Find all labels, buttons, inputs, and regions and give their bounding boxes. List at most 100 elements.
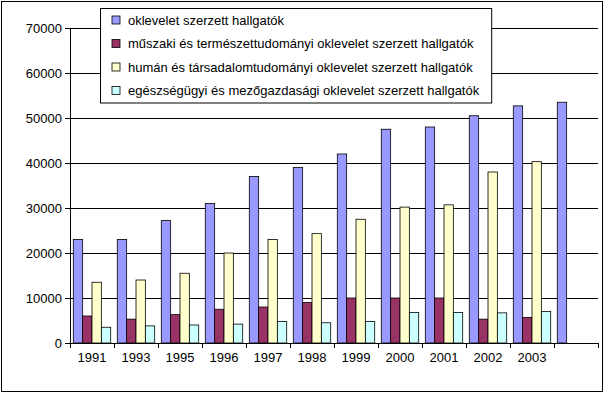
bar [469, 116, 478, 343]
x-tick-label: 1999 [342, 350, 371, 365]
y-tick: 70000 [26, 21, 70, 36]
y-tick-mark [65, 163, 70, 164]
bar [479, 319, 488, 343]
y-tick-label: 40000 [26, 156, 62, 171]
bar [557, 102, 566, 343]
y-tick-label: 70000 [26, 21, 62, 36]
bar [136, 280, 145, 343]
x-separator [466, 343, 467, 348]
y-tick-label: 20000 [26, 246, 62, 261]
bar [293, 168, 302, 344]
x-tick: 1997 [254, 343, 283, 365]
bar-group [205, 204, 242, 344]
x-separator [158, 343, 159, 348]
bar [391, 298, 400, 343]
bar [233, 324, 242, 343]
bar [541, 312, 550, 344]
bar [337, 154, 346, 343]
bar [259, 307, 268, 343]
y-tick-mark [65, 28, 70, 29]
y-tick-label: 60000 [26, 66, 62, 81]
bar [161, 221, 170, 343]
x-tick: 2003 [518, 343, 547, 365]
legend: oklevelet szerzett hallgatók műszaki és t… [101, 9, 492, 104]
x-tick-label: 1998 [298, 350, 327, 365]
bar-group [117, 240, 154, 344]
bar-group [469, 116, 506, 343]
y-tick-label: 30000 [26, 201, 62, 216]
x-tick: 2002 [474, 343, 503, 365]
bar [513, 106, 522, 343]
y-tick-mark [65, 343, 70, 344]
y-tick-label: 0 [55, 336, 62, 351]
bar [171, 315, 180, 343]
x-tick-label: 2003 [518, 350, 547, 365]
x-tick-label: 2002 [474, 350, 503, 365]
x-separator [114, 343, 115, 348]
y-axis: 010000200003000040000500006000070000 [26, 21, 71, 351]
bar [532, 162, 541, 343]
legend-swatch [112, 16, 120, 24]
bar [523, 317, 532, 343]
y-tick-mark [65, 73, 70, 74]
x-separator [290, 343, 291, 348]
grid-line [492, 73, 598, 74]
bar [101, 327, 110, 343]
x-separator [246, 343, 247, 348]
y-tick-mark [65, 118, 70, 119]
x-tick-label: 1996 [210, 350, 239, 365]
grid-line [70, 28, 100, 29]
x-tick: 1998 [298, 343, 327, 365]
x-tick-label: 1997 [254, 350, 283, 365]
y-tick: 10000 [26, 291, 70, 306]
bar-group [73, 240, 110, 344]
bar [409, 312, 418, 343]
bar [303, 303, 312, 344]
bar [127, 319, 136, 343]
bars [73, 102, 566, 343]
bar-group [161, 221, 198, 343]
bar [215, 309, 224, 343]
y-tick-mark [65, 208, 70, 209]
legend-label: humán és társadalomtudományi oklevelet s… [128, 60, 473, 75]
bar [249, 177, 258, 344]
bar [224, 253, 233, 343]
bar [321, 323, 330, 343]
bar [312, 234, 321, 343]
legend-label: műszaki és természettudományi oklevelet … [128, 36, 474, 51]
bar [497, 313, 506, 343]
bar-group [557, 102, 566, 343]
bar [189, 325, 198, 343]
x-separator [378, 343, 379, 348]
bar-group [425, 127, 462, 343]
bar [180, 273, 189, 343]
y-tick-label: 10000 [26, 291, 62, 306]
legend-swatch [112, 40, 120, 48]
bar [381, 129, 390, 343]
y-axis-line [65, 29, 71, 344]
bar [268, 240, 277, 344]
x-tick: 1991 [78, 343, 107, 365]
x-tick: 1993 [122, 343, 151, 365]
legend-box [101, 9, 492, 104]
legend-label: egészségügyi és mezőgazdasági oklevelet … [128, 83, 480, 98]
x-tick: 1996 [210, 343, 239, 365]
x-separator [554, 343, 555, 348]
bar [145, 326, 154, 343]
y-tick: 30000 [26, 201, 70, 216]
legend-label: oklevelet szerzett hallgatók [128, 13, 285, 28]
y-tick: 40000 [26, 156, 70, 171]
bar [92, 282, 101, 343]
bar [205, 204, 214, 344]
bar-group [381, 129, 418, 343]
y-tick: 20000 [26, 246, 70, 261]
x-separator [202, 343, 203, 348]
chart-frame [2, 2, 603, 392]
bar [347, 298, 356, 343]
bar [73, 240, 82, 344]
x-separator [334, 343, 335, 348]
bar [356, 219, 365, 343]
y-tick: 0 [55, 336, 70, 351]
bar [425, 127, 434, 343]
chart: 0100002000030000400005000060000700001991… [0, 0, 604, 396]
